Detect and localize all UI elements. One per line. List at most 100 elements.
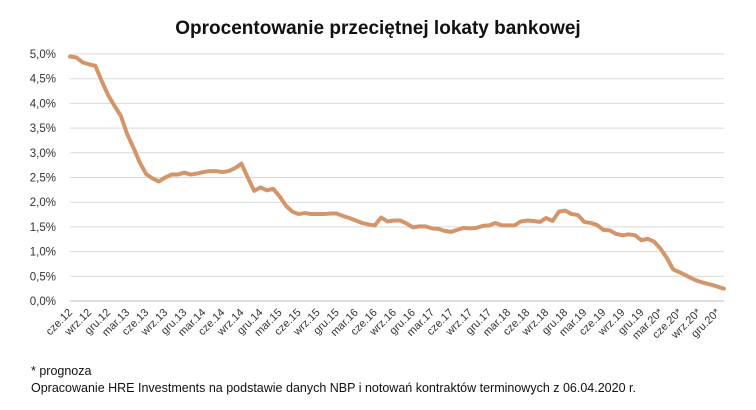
data-point: [240, 162, 243, 165]
chart-title: Oprocentowanie przeciętnej lokaty bankow…: [175, 18, 581, 39]
data-point: [246, 176, 249, 179]
data-point: [520, 220, 522, 223]
data-point: [272, 188, 274, 190]
source-note: Opracowanie HRE Investments na podstawie…: [31, 381, 636, 395]
data-point: [373, 224, 376, 227]
data-point: [526, 219, 528, 222]
data-point: [88, 63, 90, 66]
data-point: [399, 219, 401, 222]
data-point: [278, 195, 281, 198]
y-tick-label: 3,0%: [30, 148, 56, 160]
data-point: [475, 227, 478, 229]
data-point: [354, 219, 357, 222]
data-point: [107, 94, 109, 96]
y-tick-label: 3,5%: [30, 123, 56, 135]
data-point: [443, 230, 446, 232]
series-group: [68, 54, 726, 291]
data-point: [126, 133, 128, 135]
data-point: [386, 220, 389, 223]
data-point: [602, 229, 605, 231]
data-point: [145, 173, 147, 175]
y-tick-label: 1,0%: [30, 247, 56, 259]
data-point: [647, 237, 649, 240]
data-point: [710, 283, 713, 286]
data-point: [208, 170, 211, 172]
y-tick-label: 4,5%: [30, 74, 56, 86]
y-axis-ticks: 0,0% 0,5% 1,0% 1,5% 2,0% 2,5% 3,0% 3,5% 4,0% 4,5%…: [30, 49, 56, 308]
data-point: [507, 224, 509, 227]
data-point: [335, 212, 338, 215]
data-point: [170, 173, 173, 176]
data-point: [259, 186, 262, 189]
data-point: [164, 176, 167, 179]
data-point: [589, 222, 592, 224]
data-point: [437, 228, 440, 230]
data-point: [596, 224, 598, 226]
data-point: [196, 172, 198, 175]
data-point: [481, 225, 484, 227]
data-point: [678, 271, 681, 274]
data-point: [367, 223, 370, 226]
y-tick-label: 1,5%: [30, 222, 56, 234]
data-point: [564, 209, 567, 212]
data-point: [545, 217, 548, 219]
data-point: [310, 213, 313, 215]
x-axis-ticks: cze.12wrz.12gru.12mar.13cze.13wrz.13gru.…: [44, 306, 724, 342]
data-point: [685, 274, 687, 277]
data-point: [158, 180, 160, 183]
data-point: [81, 61, 84, 64]
data-point: [424, 225, 427, 228]
data-point: [405, 222, 408, 225]
data-point: [202, 171, 205, 173]
data-point: [418, 225, 421, 228]
data-point: [627, 233, 630, 236]
data-point: [500, 224, 503, 227]
data-point: [469, 227, 471, 230]
y-tick-label: 0,5%: [30, 271, 56, 283]
data-point: [94, 65, 97, 67]
data-point: [75, 56, 78, 59]
series-line: [68, 54, 726, 291]
data-point: [342, 215, 344, 217]
data-point: [551, 220, 554, 222]
data-point: [691, 277, 694, 280]
data-point: [297, 213, 300, 215]
data-point: [558, 210, 560, 213]
data-point: [704, 282, 706, 285]
data-point: [234, 167, 236, 169]
data-point: [183, 171, 186, 174]
data-point: [119, 114, 122, 117]
data-point: [431, 227, 433, 230]
data-point: [221, 171, 224, 173]
data-point: [412, 226, 414, 229]
y-tick-label: 2,5%: [30, 173, 56, 185]
data-point: [621, 234, 624, 237]
data-point: [304, 212, 306, 214]
data-point: [380, 216, 382, 219]
data-point: [113, 105, 116, 107]
data-point: [539, 221, 541, 223]
data-point: [132, 147, 135, 149]
data-point: [640, 239, 643, 242]
data-point: [513, 224, 516, 227]
forecast-note: * prognoza: [31, 364, 92, 378]
data-point: [253, 190, 255, 192]
y-tick-label: 5,0%: [30, 49, 56, 61]
data-point: [266, 189, 268, 192]
data-point: [177, 173, 179, 176]
y-tick-label: 0,0%: [30, 296, 56, 308]
data-point: [348, 217, 351, 219]
data-point: [666, 257, 668, 259]
data-point: [285, 204, 287, 207]
data-point: [100, 80, 103, 82]
data-point: [316, 213, 319, 215]
data-point: [291, 210, 294, 213]
y-tick-label: 4,0%: [30, 98, 56, 110]
data-point: [577, 214, 579, 216]
data-point: [393, 219, 395, 222]
data-point: [329, 212, 332, 215]
data-point: [716, 285, 719, 288]
data-point: [672, 268, 675, 271]
data-point: [450, 231, 452, 233]
data-point: [69, 55, 71, 58]
